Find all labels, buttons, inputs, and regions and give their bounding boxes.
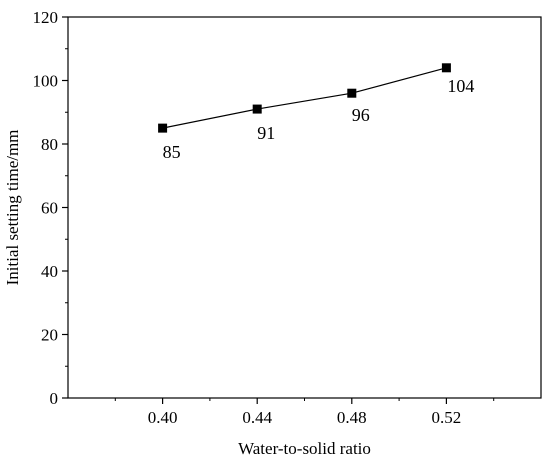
data-labels: 85 91 96 104 bbox=[163, 76, 475, 162]
y-tick-label: 80 bbox=[41, 135, 58, 154]
data-point bbox=[347, 88, 357, 98]
y-axis-ticks: 0 20 40 60 80 100 120 bbox=[33, 8, 68, 408]
x-axis-ticks: 0.40 0.44 0.48 0.52 bbox=[114, 398, 495, 427]
series-line bbox=[162, 67, 447, 129]
x-tick-label: 0.40 bbox=[148, 408, 178, 427]
x-axis-label: Water-to-solid ratio bbox=[238, 439, 371, 458]
series-line-group bbox=[162, 67, 447, 129]
y-axis-label: Initial setting time/mm bbox=[3, 130, 22, 286]
y-tick-label: 100 bbox=[33, 72, 59, 91]
data-points bbox=[158, 63, 451, 133]
data-label: 96 bbox=[352, 105, 370, 125]
plot-frame bbox=[67, 16, 542, 399]
y-tick-label: 60 bbox=[41, 199, 58, 218]
x-tick-label: 0.48 bbox=[337, 408, 367, 427]
y-tick-label: 20 bbox=[41, 326, 58, 345]
y-tick-label: 120 bbox=[33, 8, 59, 27]
data-label: 91 bbox=[257, 123, 275, 143]
data-label: 104 bbox=[447, 76, 474, 96]
data-point bbox=[252, 104, 262, 114]
y-tick-label: 0 bbox=[50, 389, 59, 408]
data-point bbox=[441, 63, 451, 73]
x-tick-label: 0.44 bbox=[242, 408, 272, 427]
y-tick-label: 40 bbox=[41, 262, 58, 281]
data-label: 85 bbox=[163, 142, 181, 162]
x-tick-label: 0.52 bbox=[432, 408, 462, 427]
data-point bbox=[158, 123, 168, 133]
